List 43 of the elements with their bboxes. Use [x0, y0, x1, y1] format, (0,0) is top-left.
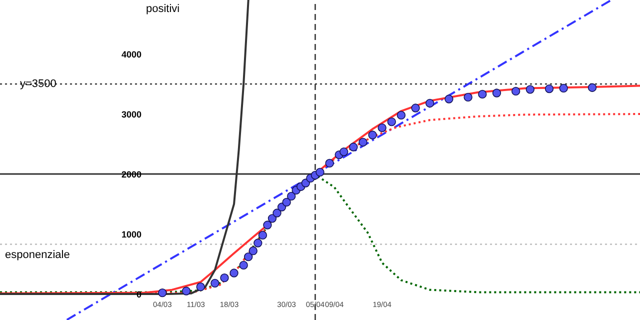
point: [358, 138, 368, 147]
point: [526, 85, 534, 94]
point: [378, 123, 386, 132]
point: [254, 238, 262, 248]
point: [244, 252, 253, 262]
point: [210, 278, 220, 288]
point: [272, 208, 282, 218]
point: [158, 288, 167, 298]
y-tick-label: 0: [136, 290, 142, 300]
y-tick-label: 1000: [121, 230, 142, 240]
point: [325, 158, 334, 168]
annotation: esponenziale: [5, 249, 70, 261]
point: [559, 84, 568, 93]
y-tick-label: 4000: [121, 50, 142, 60]
point: [411, 104, 420, 112]
point: [248, 246, 258, 256]
point: [396, 110, 406, 120]
point: [368, 130, 377, 140]
point: [316, 168, 324, 177]
point: [544, 84, 554, 94]
point: [258, 230, 268, 240]
point: [268, 214, 277, 223]
y-tick-label: 3000: [121, 110, 142, 120]
point: [263, 220, 272, 230]
point: [239, 260, 248, 270]
point: [287, 192, 296, 201]
ref-line-label: y=3500: [20, 78, 56, 90]
point: [511, 86, 520, 96]
point: [220, 273, 229, 282]
point: [588, 83, 597, 92]
point: [464, 92, 472, 102]
point: [492, 88, 502, 98]
point: [444, 94, 454, 104]
y-axis-title: positivi: [146, 3, 180, 15]
point: [340, 147, 348, 156]
point: [349, 142, 358, 152]
point: [230, 268, 238, 278]
point: [282, 198, 291, 207]
point: [182, 286, 191, 296]
point: [478, 90, 487, 99]
point: [426, 98, 434, 108]
point: [196, 282, 205, 292]
point: [387, 117, 396, 126]
